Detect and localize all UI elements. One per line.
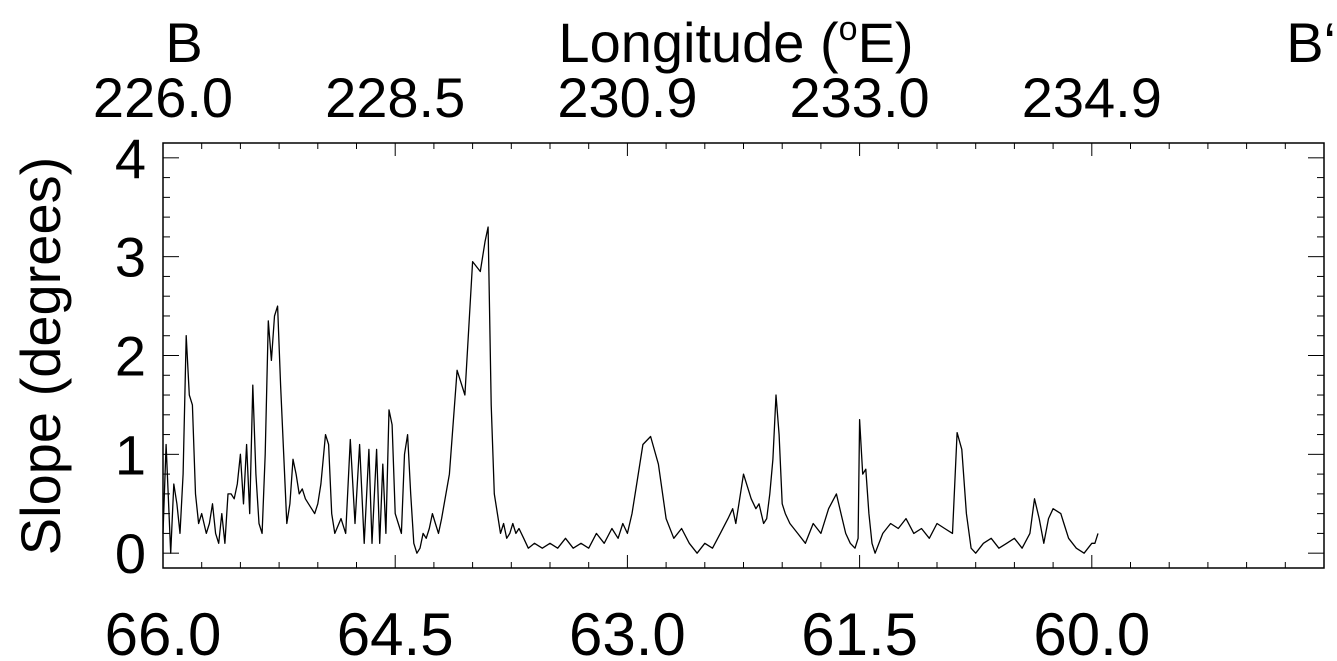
top-tick-label: 230.9 [557, 66, 697, 129]
top-axis-title-suffix: E) [858, 11, 914, 74]
profile-start-label: B [165, 11, 202, 74]
slope-profile-line [162, 226, 1099, 554]
top-axis-title: Longitude (oE) [558, 10, 913, 74]
bottom-tick-label: 64.5 [337, 601, 454, 661]
top-tick-label: 233.0 [790, 66, 930, 129]
bottom-tick-label: 66.0 [105, 601, 222, 661]
bottom-tick-label: 61.5 [801, 601, 918, 661]
plot-frame [162, 142, 1325, 569]
y-tick-label: 4 [115, 127, 146, 190]
bottom-tick-label: 63.0 [569, 601, 686, 661]
profile-end-label: B‘ [1286, 11, 1336, 74]
y-axis-title: Slope (degrees) [9, 157, 72, 555]
bottom-tick-label: 60.0 [1033, 601, 1150, 661]
top-tick-label: 234.9 [1022, 66, 1162, 129]
top-tick-label: 228.5 [325, 66, 465, 129]
degree-superscript: o [839, 10, 858, 48]
y-tick-label: 0 [115, 522, 146, 585]
top-axis-title-prefix: Longitude ( [558, 11, 839, 74]
y-tick-label: 3 [115, 226, 146, 289]
data-series [162, 226, 1099, 554]
tick-marks [162, 143, 1325, 568]
y-tick-label: 1 [115, 423, 146, 486]
top-labels: B Longitude (oE) B‘ [165, 10, 1336, 74]
tick-labels: 66.0 64.5 63.0 61.5 60.0 226.0 228.5 230.9 233.0… [93, 66, 1162, 661]
top-tick-label: 226.0 [93, 66, 233, 129]
y-tick-label: 2 [115, 325, 146, 388]
